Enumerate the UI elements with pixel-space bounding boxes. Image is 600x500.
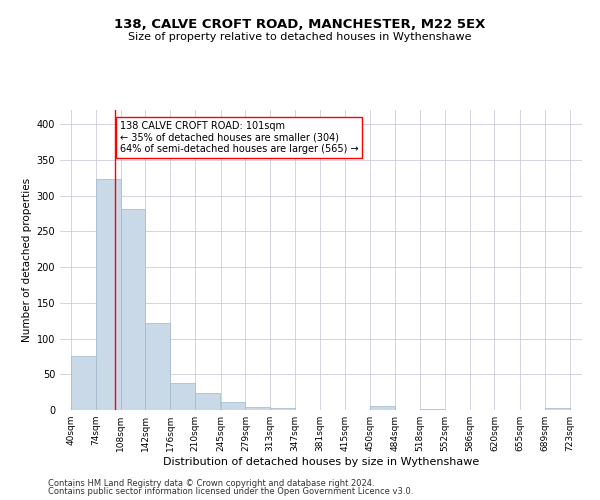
- Bar: [121, 210, 145, 410]
- Text: 138 CALVE CROFT ROAD: 101sqm
← 35% of detached houses are smaller (304)
64% of s: 138 CALVE CROFT ROAD: 101sqm ← 35% of de…: [120, 120, 358, 154]
- Text: Contains public sector information licensed under the Open Government Licence v3: Contains public sector information licen…: [48, 487, 413, 496]
- Text: 138, CALVE CROFT ROAD, MANCHESTER, M22 5EX: 138, CALVE CROFT ROAD, MANCHESTER, M22 5…: [115, 18, 485, 30]
- Bar: [195, 393, 220, 410]
- Bar: [96, 180, 121, 410]
- Bar: [71, 356, 96, 410]
- Bar: [245, 407, 270, 410]
- Bar: [145, 323, 170, 410]
- Bar: [221, 402, 245, 410]
- Bar: [545, 408, 569, 410]
- X-axis label: Distribution of detached houses by size in Wythenshawe: Distribution of detached houses by size …: [163, 457, 479, 467]
- Text: Size of property relative to detached houses in Wythenshawe: Size of property relative to detached ho…: [128, 32, 472, 42]
- Y-axis label: Number of detached properties: Number of detached properties: [22, 178, 32, 342]
- Bar: [420, 408, 445, 410]
- Bar: [270, 408, 295, 410]
- Text: Contains HM Land Registry data © Crown copyright and database right 2024.: Contains HM Land Registry data © Crown c…: [48, 478, 374, 488]
- Bar: [370, 406, 395, 410]
- Bar: [170, 383, 195, 410]
